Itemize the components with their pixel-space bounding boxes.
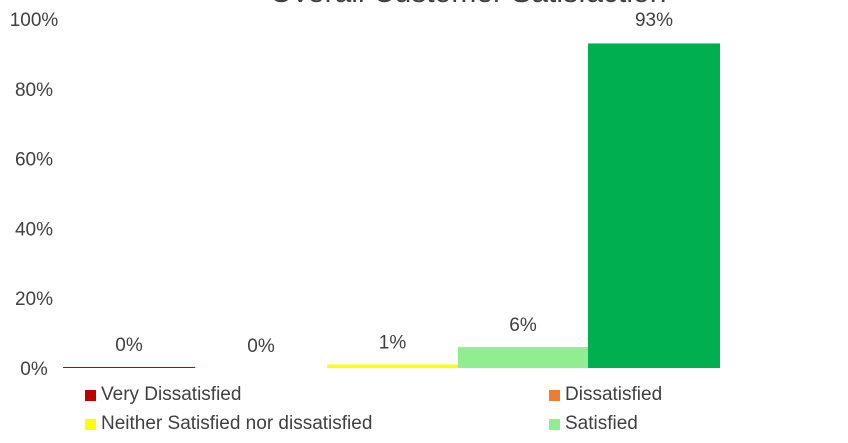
data-label: 6% xyxy=(509,315,537,336)
legend-swatch xyxy=(549,418,560,430)
y-axis: 0% 20% 40% 60% 80% 100% xyxy=(10,10,59,380)
data-label: 93% xyxy=(635,10,673,31)
y-tick-label: 100% xyxy=(10,10,59,31)
bar xyxy=(588,43,720,369)
legend: Very Dissatisfied Dissatisfied Neither S… xyxy=(0,382,848,438)
legend-item-neither: Neither Satisfied nor dissatisfied xyxy=(85,413,372,435)
legend-item-very-dissatisfied: Very Dissatisfied xyxy=(85,384,241,406)
data-label: 0% xyxy=(115,335,143,356)
y-tick-label: 0% xyxy=(20,359,48,380)
bars xyxy=(63,43,720,369)
legend-swatch xyxy=(85,418,96,430)
data-label: 0% xyxy=(247,336,275,357)
legend-item-dissatisfied: Dissatisfied xyxy=(549,384,662,406)
y-tick-label: 80% xyxy=(15,80,53,101)
y-tick-label: 20% xyxy=(15,289,53,310)
legend-swatch xyxy=(85,389,96,401)
y-tick-label: 40% xyxy=(15,219,53,240)
legend-label: Dissatisfied xyxy=(565,384,663,405)
legend-label: Neither Satisfied nor dissatisfied xyxy=(101,413,373,434)
bar xyxy=(63,366,195,368)
legend-swatch xyxy=(549,389,560,401)
data-label: 1% xyxy=(379,333,407,354)
legend-label: Satisfied xyxy=(565,413,638,434)
bar xyxy=(327,364,458,368)
y-tick-label: 60% xyxy=(15,150,53,171)
data-labels: 0% 0% 1% 6% 93% xyxy=(115,10,673,357)
bar xyxy=(458,347,588,368)
chart-title: Overall Customer Satisfaction xyxy=(270,0,667,9)
legend-item-satisfied: Satisfied xyxy=(549,413,638,435)
legend-label: Very Dissatisfied xyxy=(101,384,242,405)
